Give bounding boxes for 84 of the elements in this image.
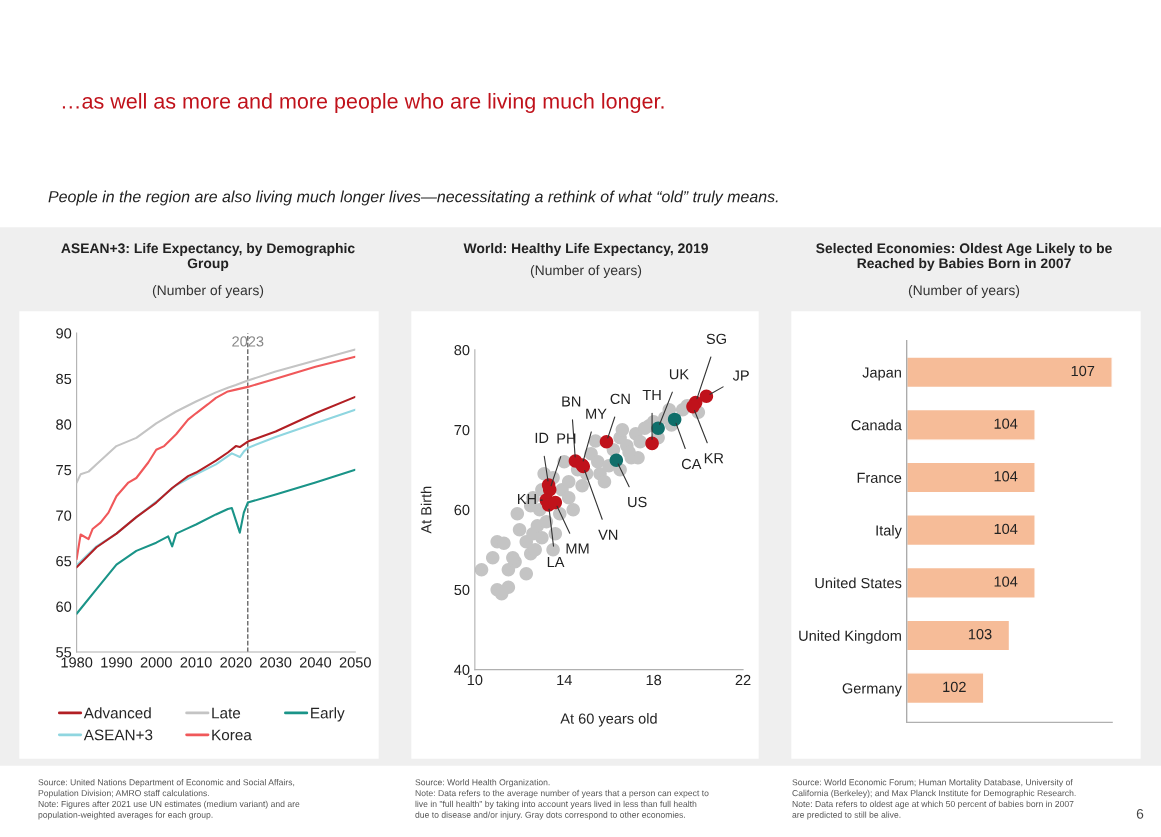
text: …as well as more and more people who are living much longer. (62, 92, 664, 114)
data-label: 102 (943, 681, 966, 693)
x-tick-label: 22 (735, 674, 751, 686)
y-tick-label: 40 (454, 664, 470, 676)
point (599, 435, 614, 449)
y-tick-label: 60 (454, 504, 470, 516)
x-tick-label: 1980 (61, 657, 93, 668)
point (667, 412, 682, 427)
y-tick-label: United Kingdom (799, 630, 901, 644)
x-tick-label: 2020 (220, 657, 252, 668)
y-tick-label: 65 (56, 556, 72, 567)
source-note: Source: World Health Organization. Note: Data refers to the average number of years that a person can expect to live in "full health" by taking into account years lived in less than full health due to disease and/or injury. Gray dots correspond to other economies. (415, 779, 709, 820)
y-tick-label: Italy (876, 524, 902, 539)
y-tick-label: Japan (862, 367, 901, 381)
y-axis-title: At Birth (420, 486, 432, 534)
legend-label: Advanced (83, 707, 151, 719)
x-tick-label: 2050 (339, 657, 371, 668)
y-tick-label: 75 (56, 465, 72, 476)
x-tick-label: 2040 (299, 657, 332, 668)
text: People in the region are also living much longer lives—necessitating a rethink of what “old” truly means. (48, 190, 778, 206)
annotation: PH (557, 433, 576, 444)
legend-label: ASEAN+3 (83, 729, 153, 741)
line-series (76, 355, 356, 561)
y-tick-label: 70 (56, 510, 72, 521)
annotation: SG (706, 333, 726, 345)
ref-line-label: 2023 (232, 336, 264, 347)
y-tick-label: France (857, 472, 902, 483)
y-tick-label: 80 (56, 419, 72, 430)
point (699, 389, 714, 403)
y-tick-label: 70 (454, 424, 470, 436)
annotation: BN (562, 396, 581, 407)
y-tick-label: 55 (56, 647, 72, 658)
annotation: MY (586, 408, 607, 419)
x-tick-label: 2010 (180, 657, 212, 668)
text: 6 (1136, 808, 1144, 819)
y-tick-label: 50 (454, 584, 470, 596)
x-tick-label: 14 (557, 675, 572, 686)
source-note: Source: United Nations Department of Economic and Social Affairs, Population Division; AMRO staff calculations. Note: Figures after 2021 use UN estimates (medium variant) and are population-weighted averages for each group. (38, 779, 300, 820)
x-tick-label: 2030 (260, 657, 292, 668)
annotation: MM (566, 543, 589, 554)
x-axis-title: At 60 years old (560, 713, 657, 727)
data-label: 104 (994, 576, 1018, 587)
chart-subtitle: (Number of years) (530, 265, 642, 278)
data-label: 104 (994, 471, 1018, 482)
y-tick-label: 60 (56, 601, 72, 612)
annotation: CA (681, 458, 702, 470)
chart-title: Selected Economies: Oldest Age Likely to be Reached by Babies Born in 2007 (816, 243, 1112, 271)
x-tick-label: 18 (646, 674, 662, 686)
y-tick-label: 85 (56, 373, 72, 385)
y-tick-label: United States (815, 577, 902, 589)
point (645, 436, 659, 451)
y-tick-label: Canada (851, 419, 902, 431)
y-tick-label: Germany (842, 683, 902, 697)
annotation: CN (610, 393, 630, 405)
data-label: 103 (968, 629, 992, 640)
chart-subtitle: (Number of years) (908, 285, 1020, 298)
x-tick-label: 1990 (101, 657, 133, 668)
annotation: ID (535, 432, 549, 443)
y-tick-label: 80 (454, 344, 470, 356)
annotation: JP (732, 370, 749, 381)
chart-title: ASEAN+3: Life Expectancy, by Demographic Group (61, 243, 355, 271)
line-series (76, 348, 356, 484)
point (686, 399, 700, 414)
data-label: 104 (994, 523, 1018, 535)
legend-label: Korea (212, 729, 252, 741)
chart-subtitle: (Number of years) (152, 285, 264, 298)
chart-title: World: Healthy Life Expectancy, 2019 (463, 243, 708, 256)
source-note: Source: World Economic Forum; Human Mortality Database, University of California (Berkeley); and Max Planck Institute for Demographic Research. Note: Data refers to oldest age at which 50 percent of babies born in 2007 are predicted to still be alive. (792, 779, 1076, 820)
legend-label: Late (212, 707, 241, 719)
annotation: KH (517, 493, 536, 504)
legend-label: Early (311, 707, 345, 722)
x-tick-label: 10 (467, 674, 483, 686)
x-tick-label: 2000 (140, 657, 172, 668)
annotation: US (628, 496, 647, 508)
data-label: 107 (1071, 365, 1095, 377)
point (609, 453, 624, 467)
annotation: KR (704, 453, 724, 464)
annotation: UK (669, 369, 689, 380)
annotation: VN (598, 529, 618, 540)
y-tick-label: 90 (56, 328, 72, 339)
data-label: 104 (994, 418, 1018, 429)
annotation: TH (642, 389, 661, 400)
line-series (76, 468, 356, 615)
annotation: LA (547, 557, 565, 568)
